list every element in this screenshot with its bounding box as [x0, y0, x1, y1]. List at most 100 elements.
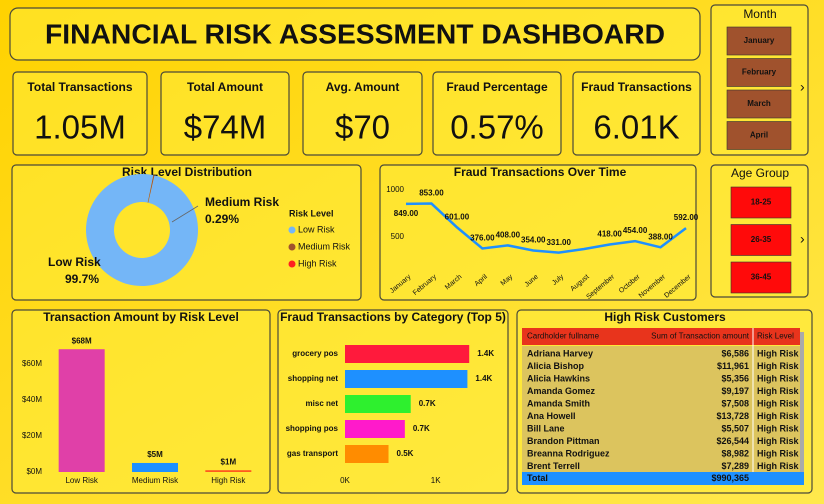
chart-title: Fraud Transactions by Category (Top 5) [280, 310, 506, 324]
data-label: 601.00 [445, 212, 470, 221]
title-card [9, 7, 701, 61]
y-tick-label: $20M [22, 431, 42, 440]
kpi-card [160, 71, 290, 156]
data-label: 0.29% [205, 212, 239, 226]
data-label-name: Medium Risk [205, 195, 279, 209]
table-cell: High Risk [757, 348, 800, 358]
slicer-button[interactable] [726, 121, 792, 150]
table-total [522, 472, 804, 485]
data-label: 376.00 [470, 234, 495, 243]
table-cell: High Risk [757, 423, 800, 433]
data-label: 331.00 [546, 238, 571, 247]
scroll-arrow: › [800, 79, 805, 95]
slicer-title: Age Group [731, 166, 789, 180]
bar [345, 345, 470, 363]
table-cell: High Risk [757, 411, 800, 421]
slicer-item[interactable]: 26-35 [751, 235, 772, 244]
data-label: 99.7% [65, 272, 99, 286]
slicer-item[interactable]: March [747, 99, 771, 108]
table-cell: High Risk [757, 386, 800, 396]
y-tick-label: grocery pos [292, 349, 338, 358]
data-label: 592.00 [674, 213, 699, 222]
table-cell: Amanda Smith [527, 398, 590, 408]
data-label-name: Low Risk [48, 255, 101, 269]
slicer-item[interactable]: February [742, 68, 777, 77]
table-cell: $6,586 [721, 348, 749, 358]
slicer-button[interactable] [726, 26, 792, 56]
table-cell: Brent Terrell [527, 461, 580, 471]
kpi-value: 1.05M [34, 109, 126, 146]
slicer-item[interactable]: January [744, 36, 775, 45]
kpi-label: Total Amount [187, 80, 263, 94]
slicer-item[interactable]: April [750, 131, 768, 140]
table-cell: High Risk [757, 461, 800, 471]
data-label: 354.00 [521, 236, 546, 245]
table-cell: Bill Lane [527, 423, 565, 433]
total-cell: Total [527, 473, 548, 483]
y-tick-label: misc net [306, 399, 339, 408]
data-label: 849.00 [394, 209, 419, 218]
kpi-card [12, 71, 148, 156]
kpi-label: Fraud Transactions [581, 80, 692, 94]
y-tick-label: $60M [22, 359, 42, 368]
x-tick-label: Medium Risk [132, 476, 179, 485]
y-tick-label: $0M [26, 467, 42, 476]
table-cell: High Risk [757, 448, 800, 458]
legend-title: Risk Level [289, 208, 334, 218]
chart-card [379, 164, 697, 301]
chart-title: Transaction Amount by Risk Level [43, 310, 239, 324]
total-cell: $990,365 [711, 473, 749, 483]
bar [132, 462, 178, 472]
kpi-value: $74M [184, 109, 267, 146]
data-label: 0.7K [419, 399, 436, 408]
dashboard-title: FINANCIAL RISK ASSESSMENT DASHBOARD [45, 18, 665, 49]
table-cell: Brandon Pittman [527, 436, 600, 446]
donut-slice [147, 175, 155, 203]
slicer-item[interactable]: 18-25 [751, 198, 772, 207]
data-label: $1M [221, 457, 237, 466]
slicer-button[interactable] [730, 261, 792, 294]
chart-title: Fraud Transactions Over Time [454, 165, 627, 179]
x-tick-label: Low Risk [65, 476, 98, 485]
bar [345, 395, 411, 413]
data-label: 0.7K [413, 424, 430, 433]
table-body [522, 346, 800, 472]
table-cell: $26,544 [716, 436, 749, 446]
table-cell: Breanna Rodriguez [527, 448, 610, 458]
bar [345, 370, 468, 388]
y-tick-label: 500 [391, 232, 405, 241]
table-cell: High Risk [757, 398, 800, 408]
slicer-button[interactable] [726, 58, 792, 87]
leader-line [171, 205, 199, 223]
y-tick-label: shopping pos [286, 424, 339, 433]
slicer-title: Month [743, 7, 776, 21]
slicer-button[interactable] [726, 89, 792, 119]
kpi-value: 0.57% [450, 109, 544, 146]
kpi-value: 6.01K [593, 109, 679, 146]
table-cell: High Risk [757, 436, 800, 446]
table-cell: Adriana Harvey [527, 348, 593, 358]
kpi-value: $70 [335, 109, 390, 146]
data-label: $5M [147, 450, 163, 459]
data-label: 388.00 [648, 232, 673, 241]
data-label: $68M [72, 336, 92, 345]
table-cell: $13,728 [716, 411, 749, 421]
table-cell: $9,197 [721, 386, 749, 396]
data-label: 408.00 [496, 231, 521, 240]
slicer-button[interactable] [730, 186, 792, 219]
data-label: 0.5K [397, 449, 414, 458]
table-cell: High Risk [757, 361, 800, 371]
table-cell: $11,961 [717, 361, 749, 371]
table-cell: $8,982 [721, 448, 749, 458]
table-cell: $5,356 [721, 373, 749, 383]
table-cell: High Risk [757, 373, 800, 383]
slicer-item[interactable]: 36-45 [751, 273, 772, 282]
data-label: 418.00 [597, 230, 622, 239]
x-tick-label: 1K [431, 476, 441, 485]
bar [345, 420, 405, 438]
table-cell: Alicia Bishop [527, 361, 585, 371]
table-title: High Risk Customers [604, 310, 726, 324]
column-header: Sum of Transaction amount [651, 332, 750, 341]
slicer-button[interactable] [730, 224, 792, 256]
